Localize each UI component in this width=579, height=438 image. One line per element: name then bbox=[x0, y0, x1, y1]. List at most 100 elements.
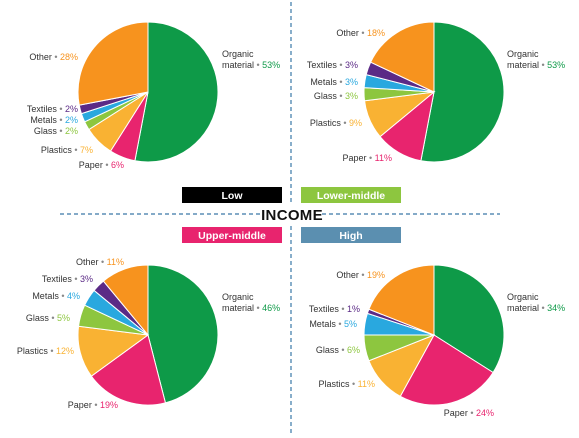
slice-label: Plastics bbox=[41, 145, 75, 155]
pie-slice-other bbox=[369, 21, 435, 93]
slice-value: 28% bbox=[60, 52, 78, 62]
slice-value: 53% bbox=[547, 60, 565, 70]
chart-title: Lower-middle bbox=[317, 190, 385, 202]
slice-value: 3% bbox=[80, 274, 93, 284]
slice-label-glass: Glass • 2% bbox=[34, 126, 78, 136]
slice-label: Glass bbox=[26, 313, 52, 323]
income-band-upper-middle bbox=[182, 227, 282, 243]
slice-label-paper: Paper • 6% bbox=[79, 160, 124, 170]
slice-value: 3% bbox=[345, 77, 358, 87]
pie-slice-paper bbox=[399, 334, 494, 406]
slice-label: Other bbox=[336, 270, 361, 280]
slice-value: 53% bbox=[262, 60, 280, 70]
slice-label-other: Other • 28% bbox=[29, 52, 78, 62]
slice-label: Organic bbox=[222, 292, 254, 302]
slice-label-line2: material • 46% bbox=[222, 303, 280, 313]
slice-label-paper: Paper • 11% bbox=[342, 153, 392, 163]
slice-label-paper: Paper • 19% bbox=[68, 400, 118, 410]
slice-value: 11% bbox=[358, 379, 375, 389]
slice-label: Glass bbox=[316, 345, 342, 355]
slice-label-other: Other • 18% bbox=[336, 28, 385, 38]
pie-slice-organic-material bbox=[134, 21, 219, 163]
pie-slice-other bbox=[368, 264, 435, 336]
slice-label-textiles: Textiles • 3% bbox=[307, 60, 358, 70]
slice-label-plastics: Plastics • 12% bbox=[17, 346, 74, 356]
slice-label: Organic bbox=[507, 49, 539, 59]
pie-slice-organic-material bbox=[420, 21, 505, 163]
income-band-low bbox=[182, 187, 282, 203]
slice-label: Plastics bbox=[318, 379, 352, 389]
slice-label-paper: Paper • 24% bbox=[444, 408, 494, 418]
slice-label: Other bbox=[29, 52, 54, 62]
slice-label: Metals bbox=[310, 77, 339, 87]
slice-label: Other bbox=[76, 257, 101, 267]
slice-label: Organic bbox=[507, 292, 539, 302]
slice-label: Paper bbox=[444, 408, 471, 418]
slice-label-plastics: Plastics • 9% bbox=[310, 118, 362, 128]
slice-label: Glass bbox=[34, 126, 60, 136]
slice-value: 6% bbox=[111, 160, 124, 170]
slice-value: 34% bbox=[547, 303, 565, 313]
slice-label-glass: Glass • 5% bbox=[26, 313, 70, 323]
slice-value: 5% bbox=[57, 313, 70, 323]
pie-slice-other bbox=[77, 21, 149, 106]
pie-slice-other bbox=[102, 264, 149, 337]
slice-label-line2: material • 53% bbox=[222, 60, 280, 70]
pie-slice-paper bbox=[90, 334, 167, 406]
slice-value: 3% bbox=[345, 60, 358, 70]
slice-value: 9% bbox=[349, 118, 362, 128]
slice-value: 12% bbox=[56, 346, 74, 356]
slice-label: Paper bbox=[68, 400, 95, 410]
slice-label-metals: Metals • 5% bbox=[309, 319, 357, 329]
slice-label-other: Other • 19% bbox=[336, 270, 385, 280]
slice-value: 18% bbox=[367, 28, 385, 38]
slice-label: Other bbox=[336, 28, 361, 38]
slice-value: 3% bbox=[345, 91, 358, 101]
slice-label: Glass bbox=[314, 91, 340, 101]
chart-title: Upper-middle bbox=[198, 230, 266, 242]
slice-label: Organic bbox=[222, 49, 254, 59]
slice-label-textiles: Textiles • 1% bbox=[309, 304, 360, 314]
slice-label: Textiles bbox=[307, 60, 340, 70]
slice-label-textiles: Textiles • 3% bbox=[42, 274, 93, 284]
slice-label: Metals bbox=[309, 319, 338, 329]
slice-value: 24% bbox=[476, 408, 494, 418]
slice-label: Textiles bbox=[42, 274, 75, 284]
slice-label-line2: material • 53% bbox=[507, 60, 565, 70]
slice-label-textiles: Textiles • 2% bbox=[27, 104, 78, 114]
slice-label-plastics: Plastics • 11% bbox=[318, 379, 375, 389]
slice-label: Textiles bbox=[309, 304, 342, 314]
slice-value: 5% bbox=[344, 319, 357, 329]
slice-label-other: Other • 11% bbox=[76, 257, 124, 267]
chart-title: Low bbox=[222, 190, 244, 202]
slice-label-glass: Glass • 3% bbox=[314, 91, 358, 101]
slice-value: 7% bbox=[80, 145, 93, 155]
slice-label-metals: Metals • 2% bbox=[30, 115, 78, 125]
income-title-bg bbox=[262, 203, 322, 225]
slice-value: 4% bbox=[67, 291, 80, 301]
slice-label-line2: material • 34% bbox=[507, 303, 565, 313]
slice-value: 11% bbox=[375, 153, 392, 163]
income-title: INCOME bbox=[261, 207, 323, 224]
slice-label-glass: Glass • 6% bbox=[316, 345, 360, 355]
income-band-high bbox=[301, 227, 401, 243]
slice-value: 19% bbox=[367, 270, 385, 280]
slice-label: Metals bbox=[32, 291, 61, 301]
slice-label: Plastics bbox=[17, 346, 51, 356]
slice-value: 6% bbox=[347, 345, 360, 355]
slice-value: 1% bbox=[347, 304, 360, 314]
slice-value: 11% bbox=[107, 257, 124, 267]
slice-value: 2% bbox=[65, 115, 78, 125]
slice-value: 46% bbox=[262, 303, 280, 313]
slice-label: Textiles bbox=[27, 104, 60, 114]
slice-value: 2% bbox=[65, 104, 78, 114]
slice-label: Paper bbox=[342, 153, 369, 163]
slice-label: Metals bbox=[30, 115, 59, 125]
slice-label-plastics: Plastics • 7% bbox=[41, 145, 93, 155]
slice-label: Paper bbox=[79, 160, 106, 170]
